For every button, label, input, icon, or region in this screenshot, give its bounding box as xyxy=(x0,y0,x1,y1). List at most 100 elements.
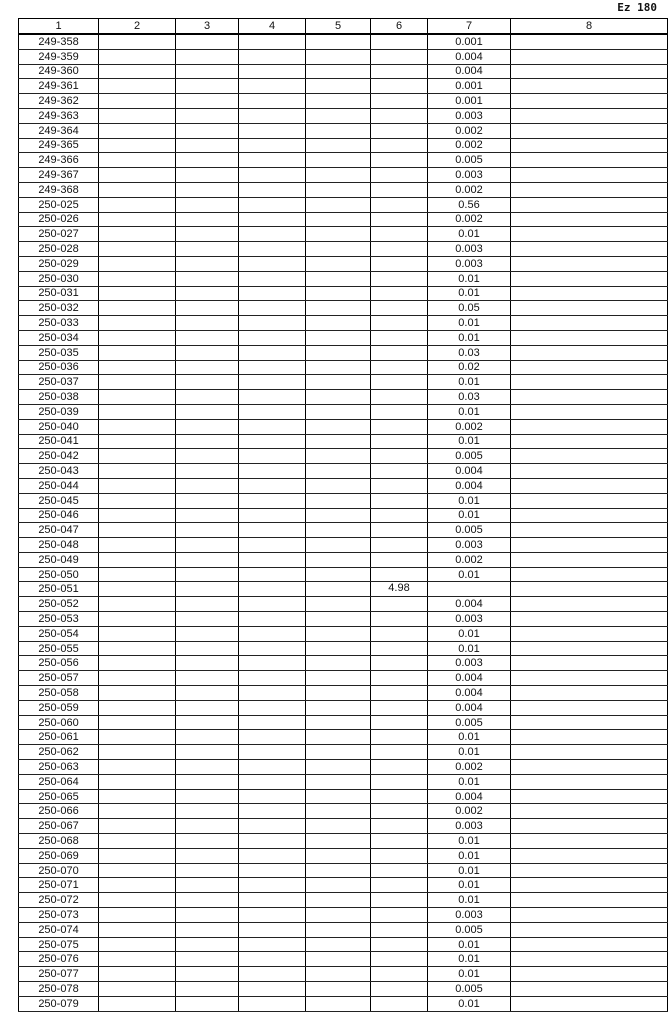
cell-col-4 xyxy=(238,285,306,302)
cell-col-6 xyxy=(370,995,428,1012)
cell-col-2 xyxy=(98,773,176,790)
cell-col-6 xyxy=(370,300,428,317)
cell-col-5 xyxy=(305,862,371,879)
cell-col-8 xyxy=(510,847,668,864)
cell-col-7: 0.001 xyxy=(427,33,511,50)
cell-col-7: 0.01 xyxy=(427,847,511,864)
cell-col-7: 0.01 xyxy=(427,492,511,509)
cell-col-7: 0.004 xyxy=(427,685,511,701)
row-id-cell: 249-361 xyxy=(18,78,99,95)
cell-col-4 xyxy=(238,33,306,50)
cell-col-7: 0.01 xyxy=(427,936,511,953)
cell-col-4 xyxy=(238,433,306,450)
cell-col-4 xyxy=(238,966,306,982)
cell-col-6 xyxy=(370,418,428,435)
cell-col-3 xyxy=(175,611,239,627)
cell-col-3 xyxy=(175,93,239,109)
cell-col-8 xyxy=(510,833,668,849)
cell-col-8 xyxy=(510,477,668,494)
cell-col-4 xyxy=(238,788,306,805)
cell-col-2 xyxy=(98,329,176,346)
cell-col-8 xyxy=(510,137,668,154)
cell-col-4 xyxy=(238,862,306,879)
cell-col-4 xyxy=(238,359,306,376)
cell-col-4 xyxy=(238,596,306,613)
cell-col-4 xyxy=(238,981,306,997)
row-id-cell: 249-365 xyxy=(18,137,99,154)
cell-col-3 xyxy=(175,418,239,435)
table-row: 250-026 0.002 xyxy=(18,211,668,228)
row-id-cell: 249-358 xyxy=(18,33,99,50)
row-id-cell: 250-061 xyxy=(18,729,99,746)
cell-col-3 xyxy=(175,181,239,198)
table-row: 250-038 0.03 xyxy=(18,389,668,405)
column-header-4: 4 xyxy=(238,18,306,35)
cell-col-8 xyxy=(510,463,668,479)
cell-col-4 xyxy=(238,270,306,287)
cell-col-7: 0.005 xyxy=(427,714,511,731)
table-row: 250-054 0.01 xyxy=(18,625,668,642)
cell-col-2 xyxy=(98,389,176,405)
cell-col-4 xyxy=(238,951,306,968)
cell-col-8 xyxy=(510,640,668,657)
cell-col-3 xyxy=(175,211,239,228)
cell-col-2 xyxy=(98,433,176,450)
cell-col-6 xyxy=(370,285,428,302)
cell-col-7: 0.005 xyxy=(427,152,511,169)
cell-col-3 xyxy=(175,300,239,317)
cell-col-8 xyxy=(510,551,668,568)
cell-col-8 xyxy=(510,33,668,50)
cell-col-7: 0.003 xyxy=(427,818,511,835)
cell-col-8 xyxy=(510,492,668,509)
cell-col-5 xyxy=(305,122,371,139)
table-row: 250-033 0.01 xyxy=(18,315,668,331)
row-id-cell: 250-078 xyxy=(18,981,99,997)
cell-col-8 xyxy=(510,181,668,198)
cell-col-3 xyxy=(175,551,239,568)
cell-col-5 xyxy=(305,152,371,169)
table-row: 250-056 0.003 xyxy=(18,655,668,672)
cell-col-3 xyxy=(175,729,239,746)
cell-col-3 xyxy=(175,270,239,287)
cell-col-2 xyxy=(98,877,176,894)
cell-col-7: 0.01 xyxy=(427,329,511,346)
cell-col-3 xyxy=(175,788,239,805)
row-id-cell: 250-044 xyxy=(18,477,99,494)
row-id-cell: 250-028 xyxy=(18,241,99,257)
row-id-cell: 250-050 xyxy=(18,566,99,583)
cell-col-6 xyxy=(370,951,428,968)
cell-col-8 xyxy=(510,581,668,598)
row-id-cell: 250-052 xyxy=(18,596,99,613)
cell-col-3 xyxy=(175,596,239,613)
cell-col-8 xyxy=(510,596,668,613)
cell-col-6 xyxy=(370,107,428,124)
table-row: 250-067 0.003 xyxy=(18,818,668,835)
cell-col-3 xyxy=(175,537,239,553)
cell-col-4 xyxy=(238,625,306,642)
cell-col-7: 0.003 xyxy=(427,655,511,672)
cell-col-3 xyxy=(175,522,239,539)
cell-col-2 xyxy=(98,255,176,272)
cell-col-5 xyxy=(305,581,371,598)
cell-col-7: 0.003 xyxy=(427,255,511,272)
cell-col-4 xyxy=(238,48,306,65)
cell-col-3 xyxy=(175,862,239,879)
row-id-cell: 250-046 xyxy=(18,507,99,524)
table-row: 250-061 0.01 xyxy=(18,729,668,746)
cell-col-7: 0.003 xyxy=(427,537,511,553)
cell-col-4 xyxy=(238,226,306,243)
cell-col-7: 0.004 xyxy=(427,63,511,80)
cell-col-8 xyxy=(510,966,668,982)
table-row: 250-068 0.01 xyxy=(18,833,668,849)
cell-col-5 xyxy=(305,48,371,65)
row-id-cell: 250-076 xyxy=(18,951,99,968)
row-id-cell: 250-067 xyxy=(18,818,99,835)
cell-col-2 xyxy=(98,995,176,1012)
cell-col-5 xyxy=(305,507,371,524)
cell-col-4 xyxy=(238,655,306,672)
cell-col-2 xyxy=(98,226,176,243)
cell-col-2 xyxy=(98,596,176,613)
row-id-cell: 250-035 xyxy=(18,344,99,361)
